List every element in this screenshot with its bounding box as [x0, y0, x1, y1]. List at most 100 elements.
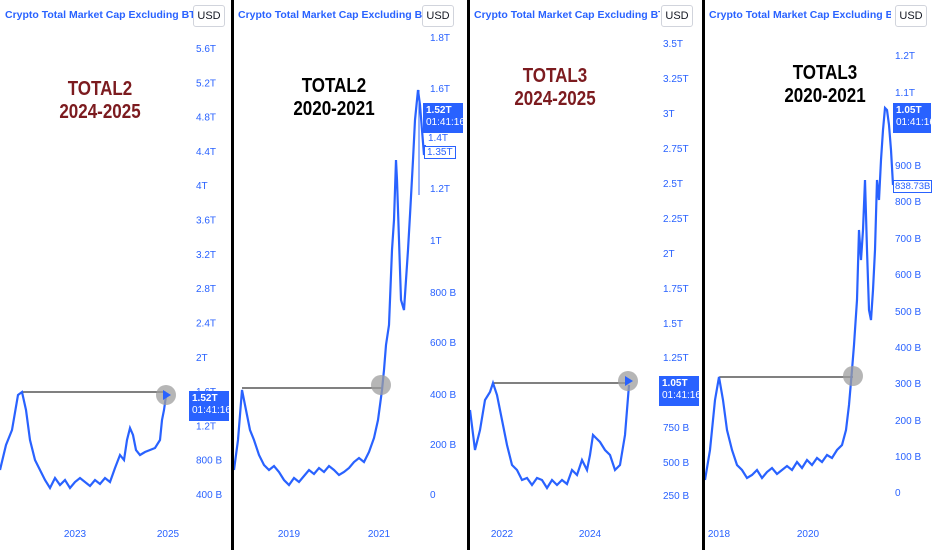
chart-svg: 1.8T 1.6T 1.2T 1T 800 B 600 B 400 B 200 B 0 2019… [234, 33, 456, 540]
price-time: 01:41:16 [662, 390, 701, 401]
x-axis-ticks: 2019 2021 [278, 529, 391, 540]
y-tick-label: 1.75T [663, 284, 689, 295]
overlay-caption: TOTAL2 2024-2025 [49, 78, 151, 124]
x-tick-label: 2021 [368, 529, 391, 540]
panel-divider [702, 0, 705, 550]
target-marker [843, 366, 863, 386]
chart-svg: 1.2T 1.1T 900 B 800 B 700 B 600 B 500 B 400 B 30… [705, 51, 921, 540]
y-tick-label: 3.25T [663, 74, 689, 85]
price-label: 1.05T 01:41:16 [659, 376, 701, 406]
x-tick-label: 2023 [64, 529, 87, 540]
y-tick-label: 4.8T [196, 113, 216, 124]
x-tick-label: 2020 [797, 529, 820, 540]
price-value: 1.05T [896, 105, 922, 116]
price-arrow [625, 376, 633, 386]
overlay-line2: 2024-2025 [514, 88, 596, 110]
y-tick-label: 2T [196, 353, 208, 364]
y-tick-label: 800 B [895, 197, 921, 208]
y-tick-label: 700 B [895, 234, 921, 245]
y-tick-label: 3.5T [663, 39, 683, 50]
chart-panel-total3-2024: Crypto Total Market Cap Excluding BTC an… [470, 0, 702, 550]
price-value: 1.52T [192, 393, 218, 404]
y-tick-label: 0 [430, 490, 436, 501]
x-tick-label: 2025 [157, 529, 180, 540]
low-label: 1.35T [424, 146, 456, 159]
y-tick-label: 2.8T [196, 284, 216, 295]
overlay-line1: TOTAL3 [792, 62, 858, 84]
overlay-line1: TOTAL2 [301, 75, 367, 97]
y-tick-label: 1.5T [663, 319, 683, 330]
y-tick-label: 1.6T [430, 84, 450, 95]
y-tick-label: 2.5T [663, 179, 683, 190]
x-axis-ticks: 2022 2024 [491, 529, 602, 540]
overlay-caption: TOTAL3 2020-2021 [774, 62, 876, 108]
y-tick-label: 400 B [430, 390, 456, 401]
y-tick-label: 200 B [430, 440, 456, 451]
y-tick-label: 2.25T [663, 214, 689, 225]
y-tick-label: 1.8T [430, 33, 450, 44]
overlay-line1: TOTAL3 [522, 65, 588, 87]
price-time: 01:41:16 [426, 117, 465, 128]
currency-button[interactable]: USD [193, 5, 225, 27]
x-tick-label: 2019 [278, 529, 301, 540]
y-tick-label: 600 B [430, 338, 456, 349]
currency-button[interactable]: USD [422, 5, 454, 27]
price-label: 1.05T 01:41:16 [893, 103, 932, 133]
high-label: 1.4T [428, 133, 449, 144]
overlay-line1: TOTAL2 [67, 78, 133, 100]
y-tick-label: 2.4T [196, 318, 216, 329]
chart-panel-total3-2020: Crypto Total Market Cap Excluding BTC an… [705, 0, 932, 550]
price-label: 1.52T 01:41:16 [189, 391, 231, 421]
chart-svg: 3.5T 3.25T 3T 2.75T 2.5T 2.25T 2T 1.75T 1.5T 1.25… [470, 39, 689, 540]
currency-button[interactable]: USD [895, 5, 927, 27]
chart-title: Crypto Total Market Cap Excluding BTC, $… [5, 9, 195, 21]
y-tick-label: 4T [196, 181, 208, 192]
y-tick-label: 200 B [895, 416, 921, 427]
overlay-line2: 2020-2021 [293, 98, 375, 120]
x-tick-label: 2024 [579, 529, 602, 540]
overlay-caption: TOTAL2 2020-2021 [283, 75, 385, 121]
price-line [0, 390, 168, 491]
y-tick-label: 1.2T [895, 51, 915, 62]
chart-panel-total2-2020: Crypto Total Market Cap Excluding BTC, $… [234, 0, 467, 550]
y-tick-label: 600 B [895, 270, 921, 281]
y-axis-ticks: 3.5T 3.25T 3T 2.75T 2.5T 2.25T 2T 1.75T 1.5T 1.25… [663, 39, 689, 502]
chart-title: Crypto Total Market Cap Excluding BTC an… [709, 9, 891, 21]
x-tick-label: 2022 [491, 529, 514, 540]
chart-title: Crypto Total Market Cap Excluding BTC an… [474, 9, 660, 21]
y-tick-label: 2.75T [663, 144, 689, 155]
y-axis-ticks: 5.6T5.2T4.8T4.4T4T3.6T3.2T2.8T2.4T2T1.6T… [196, 44, 222, 501]
panel-divider [467, 0, 470, 550]
x-axis-ticks: 2023 2025 [64, 529, 180, 540]
price-value: 1.52T [426, 105, 452, 116]
x-axis-ticks: 2018 2020 [708, 529, 820, 540]
y-tick-label: 0 [895, 488, 901, 499]
price-line [234, 89, 427, 487]
y-tick-label: 1.2T [430, 184, 450, 195]
price-label: 1.52T 01:41:16 [423, 103, 465, 133]
y-tick-label: 250 B [663, 491, 689, 502]
low-label: 838.73B [893, 180, 932, 193]
y-tick-label: 400 B [196, 490, 222, 501]
y-tick-label: 800 B [430, 288, 456, 299]
y-tick-label: 750 B [663, 423, 689, 434]
overlay-line2: 2020-2021 [784, 85, 866, 107]
y-tick-label: 3.2T [196, 250, 216, 261]
y-tick-label: 4.4T [196, 147, 216, 158]
currency-button[interactable]: USD [661, 5, 693, 27]
y-tick-label: 1.1T [895, 88, 915, 99]
x-tick-label: 2018 [708, 529, 731, 540]
y-tick-label: 3T [663, 109, 675, 120]
price-arrow [163, 390, 171, 400]
y-tick-label: 400 B [895, 343, 921, 354]
y-tick-label: 1.2T [196, 421, 216, 432]
y-tick-label: 100 B [895, 452, 921, 463]
price-line [705, 105, 895, 481]
chart-panel-total2-2024: Crypto Total Market Cap Excluding BTC, $… [0, 0, 231, 550]
y-tick-label: 1.25T [663, 353, 689, 364]
y-tick-label: 1T [430, 236, 442, 247]
y-tick-label: 3.6T [196, 216, 216, 227]
price-line [470, 379, 631, 491]
target-marker [371, 375, 391, 395]
price-time: 01:41:16 [896, 117, 932, 128]
